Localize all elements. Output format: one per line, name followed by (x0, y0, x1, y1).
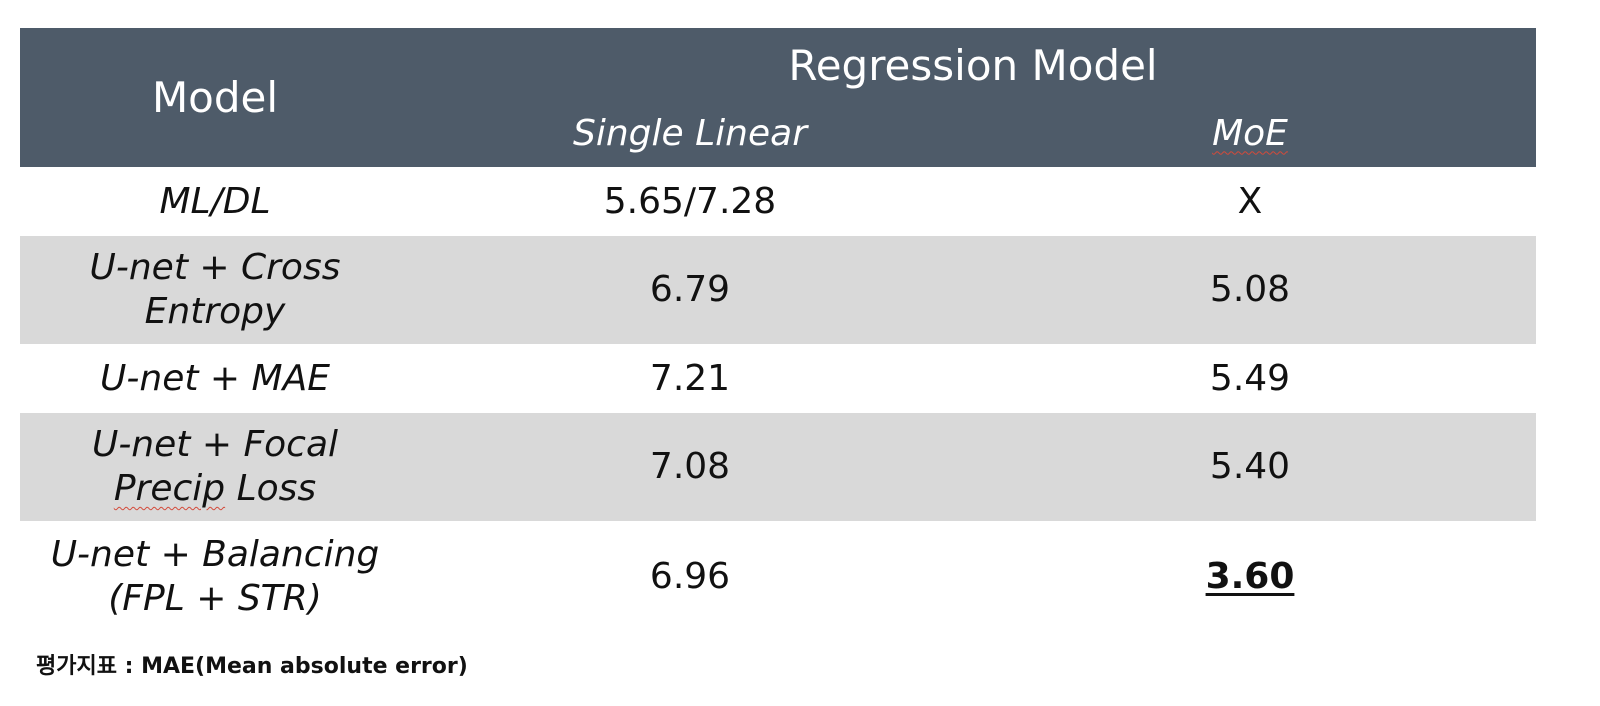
metric-footnote: 평가지표 : MAE(Mean absolute error) (36, 654, 468, 679)
row-model-label-line2: Entropy (144, 291, 286, 332)
row-moe-value: 5.49 (1209, 357, 1291, 399)
table-row: U-net + Cross Entropy 6.79 5.08 (20, 236, 1536, 344)
row-moe-value: 5.40 (1209, 446, 1291, 487)
row-moe-value: X (1237, 180, 1263, 222)
table-row: U-net + MAE 7.21 5.49 (20, 344, 1536, 413)
header-moe: MoE (1070, 106, 1430, 160)
row-model-label-line2: Precip Loss (114, 467, 316, 511)
header-moe-label: MoE (1212, 112, 1288, 154)
table-header: Model Regression Model Single Linear MoE (20, 28, 1536, 167)
table-row: U-net + Balancing (FPL + STR) 6.96 3.60 (20, 521, 1536, 633)
header-model: Model (151, 73, 279, 122)
spellcheck-flagged-word: Precip (113, 468, 226, 509)
row-model-label-line2-rest: Loss (225, 468, 317, 509)
results-table: Model Regression Model Single Linear MoE… (20, 28, 1536, 633)
row-model-label-line1: U-net + Cross (89, 247, 341, 288)
row-moe-value-best: 3.60 (1040, 521, 1460, 633)
row-moe-value: 5.08 (1209, 269, 1291, 310)
row-single-linear-value: 7.08 (649, 446, 731, 487)
table-row: ML/DL 5.65/7.28 X (20, 167, 1536, 236)
row-single-linear-value: 7.21 (649, 357, 731, 399)
row-model-label-line1: U-net + Focal (91, 424, 339, 465)
row-model-label: U-net + MAE (100, 357, 330, 399)
table-row: U-net + Focal Precip Loss 7.08 5.40 (20, 413, 1536, 521)
row-model-cell: ML/DL (20, 180, 410, 224)
row-model-label-line1: U-net + Balancing (50, 534, 380, 575)
row-model-cell: U-net + Balancing (FPL + STR) (20, 533, 410, 621)
row-model-label-line2: (FPL + STR) (108, 578, 322, 619)
row-model-cell: U-net + MAE (20, 357, 410, 401)
row-single-linear-value: 6.96 (649, 556, 731, 597)
header-regression-model: Regression Model (788, 40, 1158, 90)
row-model-cell: U-net + Focal Precip Loss (20, 423, 410, 511)
best-result: 3.60 (1205, 556, 1295, 597)
row-model-cell: U-net + Cross Entropy (20, 246, 410, 334)
row-single-linear-value: 6.79 (649, 269, 731, 310)
row-single-linear-value: 5.65/7.28 (603, 180, 777, 222)
header-single-linear: Single Linear (573, 112, 807, 154)
row-model-label: ML/DL (159, 180, 271, 222)
